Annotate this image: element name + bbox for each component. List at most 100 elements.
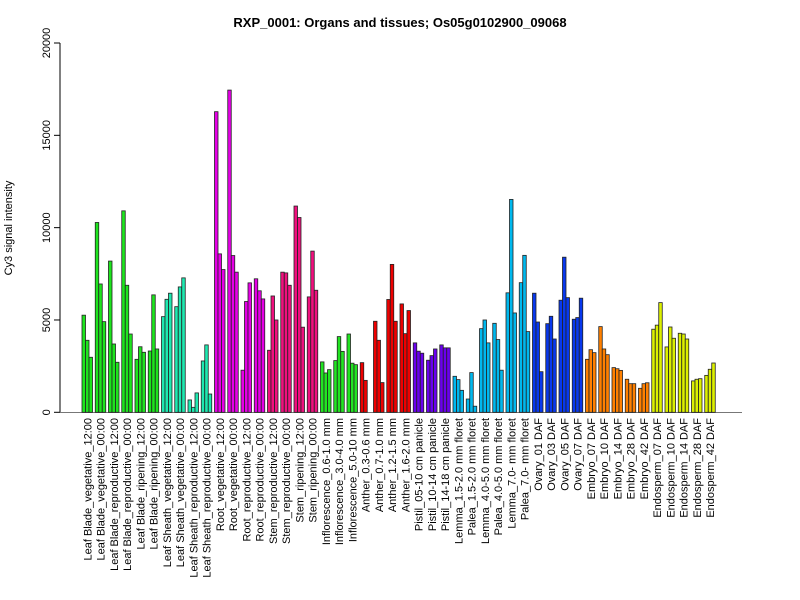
x-tick-labels: Leaf Blade_vegetative_12:00 Leaf Blade_ve…	[82, 418, 717, 578]
bar	[704, 374, 709, 413]
x-tick-label: Leaf Sheath_vegetative_00:00	[175, 418, 187, 567]
bar	[452, 375, 457, 413]
bar	[694, 378, 699, 413]
x-tick-label: Ovary_07 DAF	[573, 418, 585, 491]
x-tick-label: Anther_0.3-0.6 mm	[361, 418, 373, 512]
x-tick-label: Ovary_03 DAF	[546, 418, 558, 491]
bar	[363, 379, 368, 413]
x-tick-label: Inflorescence_5.0-10 mm	[347, 418, 359, 542]
x-tick-label: Lemma_7.0- mm floret	[506, 418, 518, 529]
bar	[482, 319, 487, 413]
bar	[492, 322, 497, 413]
bar	[283, 272, 289, 413]
bar	[98, 283, 103, 413]
bar	[571, 318, 577, 413]
bar	[134, 358, 139, 413]
bar	[306, 296, 312, 413]
x-tick-label: Leaf Blade_reproductive_00:00	[122, 418, 134, 571]
bar	[115, 361, 120, 413]
bar	[327, 369, 332, 413]
bar	[154, 348, 160, 413]
bar	[459, 389, 464, 413]
x-tick-label: Pistil_05-10 cm panicle	[414, 418, 426, 531]
bar	[257, 290, 262, 413]
bar	[85, 339, 90, 413]
y-tick-label: 10000	[41, 212, 53, 243]
bar	[164, 298, 169, 413]
bar	[333, 360, 338, 413]
bars	[81, 89, 716, 413]
bar	[631, 383, 637, 413]
bar	[270, 295, 275, 413]
bar	[373, 320, 378, 413]
bar	[346, 333, 351, 413]
x-tick-label: Embryo_14 DAF	[612, 418, 624, 500]
x-tick-label: Palea_4.0-5.0 mm floret	[493, 418, 505, 535]
bar	[217, 253, 222, 413]
bar	[376, 339, 381, 413]
x-tick-label: Lemma_1.5-2.0 mm floret	[453, 418, 465, 544]
x-tick-label: Anther_0.7-1.0 mm	[374, 418, 386, 512]
bar	[181, 277, 186, 413]
bar	[472, 405, 478, 413]
x-tick-label: Leaf Blade_ripening_00:00	[149, 418, 161, 550]
bar	[698, 378, 703, 413]
bar	[552, 338, 557, 413]
x-tick-label: Endosperm_42 DAF	[705, 418, 717, 518]
bar	[177, 286, 183, 413]
bar	[353, 364, 358, 413]
bar	[535, 321, 540, 413]
bar	[505, 292, 510, 413]
x-tick-label: Stem_ripening_00:00	[308, 418, 320, 523]
bar	[260, 298, 266, 413]
x-tick-label: Embryo_10 DAF	[599, 418, 611, 500]
bar	[128, 333, 133, 413]
bar	[601, 348, 607, 413]
x-tick-label: Stem_ripening_12:00	[294, 418, 306, 523]
bar	[81, 314, 86, 413]
bar	[191, 406, 196, 413]
bar	[671, 337, 676, 413]
x-tick-label: Leaf Blade_ripening_12:00	[135, 418, 147, 550]
x-tick-label: Pistil_10-14 cm panicle	[427, 418, 439, 531]
x-tick-label: Stem_reproductive_00:00	[281, 418, 293, 544]
bar	[336, 336, 342, 413]
bar	[393, 320, 398, 413]
bar	[651, 328, 656, 413]
bar	[562, 256, 567, 413]
bar	[522, 254, 527, 413]
bar	[677, 332, 683, 413]
bar	[711, 362, 716, 413]
bar	[618, 369, 623, 413]
bar	[592, 352, 597, 413]
bar	[641, 383, 646, 413]
bar	[416, 350, 421, 413]
bar	[88, 356, 93, 413]
x-tick-label: Leaf Blade_vegetative_12:00	[82, 418, 94, 561]
x-tick-label: Root_reproductive_12:00	[241, 418, 253, 542]
bar	[244, 301, 249, 413]
bar	[598, 326, 603, 413]
bar	[532, 292, 537, 413]
bar	[187, 399, 192, 413]
x-tick-label: Endosperm_28 DAF	[692, 418, 704, 518]
bar	[446, 347, 451, 413]
bar	[499, 369, 504, 413]
bar	[658, 302, 663, 413]
bar	[380, 382, 385, 413]
bar	[94, 222, 100, 413]
bar	[624, 378, 630, 413]
x-tick-label: Embryo_07 DAF	[586, 418, 598, 500]
bar	[439, 344, 444, 413]
chart-title: RXP_0001: Organs and tissues; Os05g01029…	[233, 15, 566, 30]
bar	[575, 317, 580, 413]
x-tick-label: Endosperm_10 DAF	[665, 418, 677, 518]
bar	[525, 331, 531, 413]
bar	[247, 282, 252, 413]
bar	[518, 282, 524, 413]
bar	[645, 382, 650, 413]
x-tick-label: Palea_1.5-2.0 mm floret	[467, 418, 479, 535]
bar	[287, 284, 292, 413]
bar	[168, 292, 173, 413]
